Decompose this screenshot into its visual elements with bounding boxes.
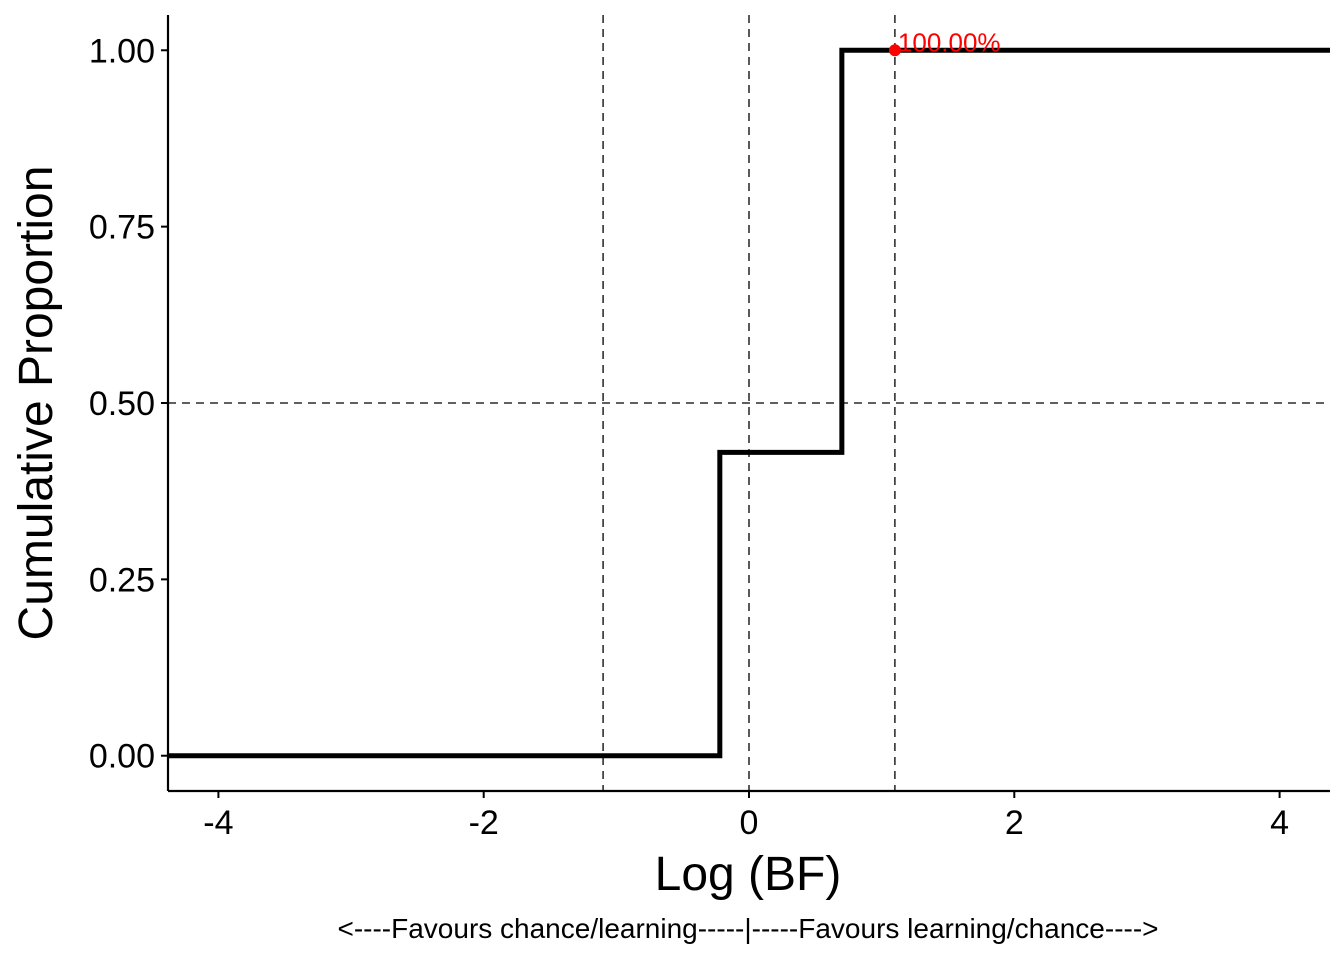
axes: -4 -2 0 2 4 0.00 0.25 0.50 0.75 1.00 bbox=[89, 15, 1330, 842]
y-axis-title: Cumulative Proportion bbox=[10, 166, 63, 641]
y-tick-label: 0.25 bbox=[89, 561, 155, 599]
x-tick-label: -2 bbox=[469, 804, 499, 842]
annotation-layer: 100.00% bbox=[889, 27, 1001, 57]
x-tick-label: 0 bbox=[740, 804, 759, 842]
y-tick-label: 1.00 bbox=[89, 32, 155, 70]
x-tick-label: 4 bbox=[1270, 804, 1289, 842]
x-tick-label: 2 bbox=[1005, 804, 1024, 842]
x-axis-caption: <----Favours chance/learning-----|-----F… bbox=[337, 913, 1158, 944]
y-tick-label: 0.50 bbox=[89, 385, 155, 423]
axis-labels: Log (BF) Cumulative Proportion <----Favo… bbox=[10, 166, 1159, 944]
x-axis-title: Log (BF) bbox=[655, 848, 842, 901]
highlight-point-label: 100.00% bbox=[898, 27, 1001, 57]
y-tick-label: 0.75 bbox=[89, 209, 155, 247]
reference-lines bbox=[168, 15, 1330, 791]
x-tick-label: -4 bbox=[203, 804, 233, 842]
y-tick-label: 0.00 bbox=[89, 738, 155, 776]
